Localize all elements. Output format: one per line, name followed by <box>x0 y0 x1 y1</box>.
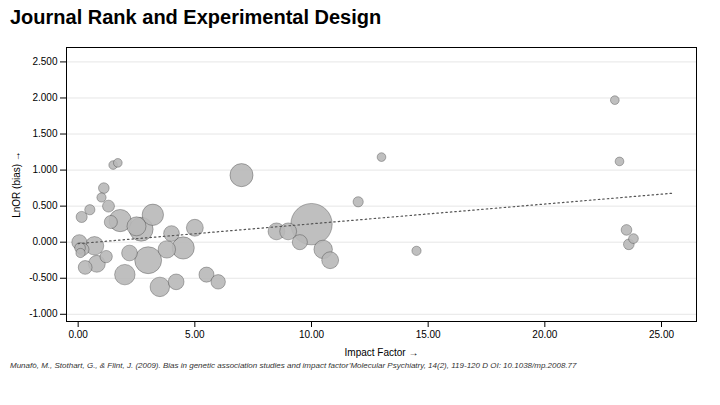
svg-text:20.00: 20.00 <box>532 329 557 340</box>
svg-text:0.00: 0.00 <box>68 329 88 340</box>
svg-text:0.500: 0.500 <box>32 200 57 211</box>
svg-text:-1.000: -1.000 <box>29 308 58 319</box>
html-text:Journal Rank and Experimental: Journal Rank and Experimental Design <box>10 6 382 28</box>
svg-text:25.00: 25.00 <box>649 329 674 340</box>
svg-text:-0.500: -0.500 <box>29 272 58 283</box>
svg-text:2.000: 2.000 <box>32 92 57 103</box>
svg-text:LnOR (bias) →: LnOR (bias) → <box>11 151 22 218</box>
svg-text:5.00: 5.00 <box>185 329 205 340</box>
svg-text:Impact Factor →: Impact Factor → <box>345 347 419 358</box>
svg-text:1.000: 1.000 <box>32 164 57 175</box>
svg-text:2.500: 2.500 <box>32 56 57 67</box>
svg-text:0.000: 0.000 <box>32 236 57 247</box>
svg-text:15.00: 15.00 <box>416 329 441 340</box>
svg-text:1.500: 1.500 <box>32 128 57 139</box>
html-text:Munafò, M., Stothart, G., & Fl: Munafò, M., Stothart, G., & Flint, J. (2… <box>10 361 577 370</box>
svg-text:10.00: 10.00 <box>299 329 324 340</box>
